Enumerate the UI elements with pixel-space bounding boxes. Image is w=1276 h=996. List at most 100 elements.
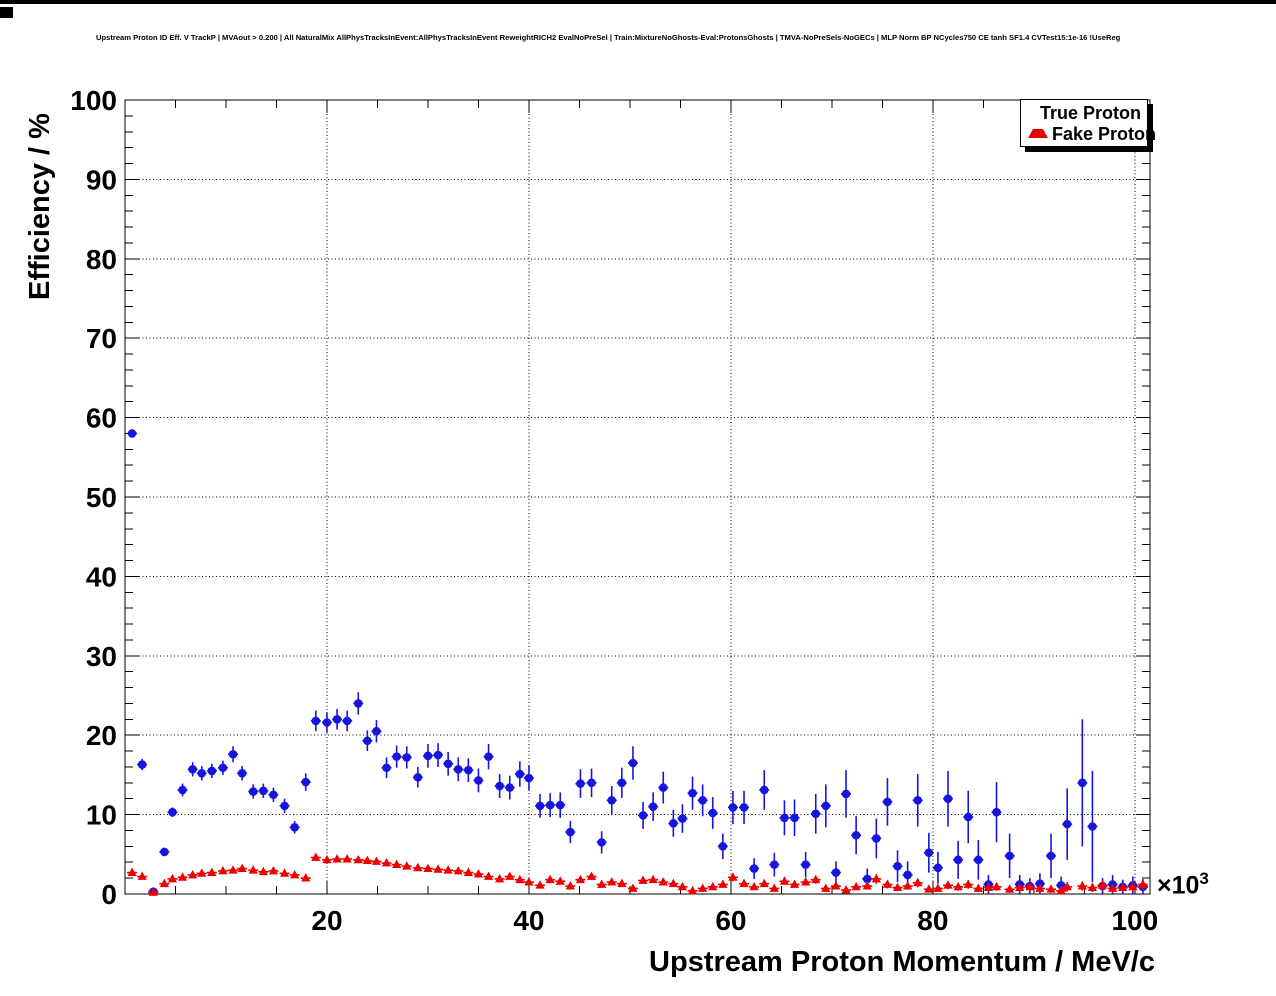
data-point-triangle <box>423 863 433 872</box>
data-point-triangle <box>322 854 332 864</box>
data-point-triangle <box>638 875 648 884</box>
data-point-triangle <box>381 858 392 867</box>
data-point-circle <box>851 830 861 840</box>
data-point-circle <box>353 699 363 708</box>
data-point-triangle <box>648 874 658 884</box>
data-point-triangle <box>973 883 983 892</box>
x-tick-label: 40 <box>513 905 544 936</box>
data-point-circle <box>290 823 299 832</box>
data-point-triangle <box>668 878 678 888</box>
data-point-triangle <box>708 881 718 891</box>
data-point-triangle <box>268 865 279 875</box>
legend-label: Fake Proton <box>1052 123 1157 144</box>
data-point-circle <box>259 786 268 796</box>
data-point-triangle <box>1138 879 1148 888</box>
data-point-triangle <box>332 854 342 863</box>
data-point-circle <box>402 753 412 762</box>
data-point-triangle <box>862 881 872 890</box>
data-point-circle <box>515 769 525 779</box>
data-point-triangle <box>301 873 311 882</box>
y-axis-title: Efficiency / % <box>24 113 56 300</box>
data-point-circle <box>831 868 841 877</box>
data-point-circle <box>197 769 207 778</box>
data-point-circle <box>708 808 718 818</box>
data-point-circle <box>669 819 678 828</box>
data-point-circle <box>658 783 668 792</box>
data-point-triangle <box>892 882 903 892</box>
data-point-circle <box>678 814 687 823</box>
y-tick-label: 20 <box>86 720 117 751</box>
y-tick-label: 40 <box>86 561 117 592</box>
data-point-triangle <box>1035 883 1045 892</box>
data-point-circle <box>453 765 463 774</box>
data-point-circle <box>903 870 912 880</box>
data-point-triangle <box>207 867 217 876</box>
data-point-triangle <box>371 856 382 865</box>
data-point-triangle <box>831 881 841 890</box>
data-point-circle <box>628 758 638 768</box>
data-point-triangle <box>617 878 627 888</box>
data-point-circle <box>943 794 953 804</box>
data-point-triangle <box>433 864 443 873</box>
data-point-triangle <box>555 876 565 885</box>
data-point-triangle <box>821 883 831 892</box>
data-point-triangle <box>903 881 913 890</box>
data-point-circle <box>933 863 943 873</box>
data-point-triangle <box>801 877 811 886</box>
data-point-circle <box>974 855 983 865</box>
triangle-icon <box>1028 129 1048 138</box>
data-point-circle <box>1062 819 1072 829</box>
data-point-circle <box>1046 851 1056 861</box>
data-point-triangle <box>913 877 923 887</box>
data-point-triangle <box>495 873 505 883</box>
x-axis-title: Upstream Proton Momentum / MeV/c <box>649 946 1155 978</box>
data-point-circle <box>566 827 575 837</box>
data-point-circle <box>739 803 749 812</box>
legend-label: True Proton <box>1040 102 1142 123</box>
data-point-triangle <box>535 880 545 889</box>
data-point-circle <box>953 855 963 865</box>
data-point-triangle <box>851 881 861 891</box>
data-point-circle <box>924 848 934 858</box>
data-point-triangle <box>197 868 207 877</box>
data-point-triangle <box>1097 880 1108 889</box>
data-point-triangle <box>983 882 994 892</box>
data-point-triangle <box>342 854 352 863</box>
data-point-circle <box>413 772 423 782</box>
data-point-circle <box>332 715 342 724</box>
data-point-circle <box>168 807 177 817</box>
data-point-circle <box>127 429 137 438</box>
data-point-circle <box>228 749 238 759</box>
data-point-circle <box>790 813 799 823</box>
data-point-triangle <box>565 881 575 890</box>
circle-icon <box>1028 109 1036 117</box>
data-point-triangle <box>943 880 953 889</box>
x-axis-multiplier: ×103 <box>1157 869 1209 900</box>
data-point-circle <box>301 777 311 787</box>
y-tick-label: 50 <box>86 482 117 513</box>
data-point-triangle <box>687 885 698 895</box>
data-point-triangle <box>1015 882 1025 892</box>
data-point-triangle <box>953 881 963 891</box>
data-point-circle <box>495 781 504 791</box>
data-point-circle <box>474 776 483 785</box>
data-point-triangle <box>505 871 515 880</box>
data-point-triangle <box>311 852 321 861</box>
data-point-triangle <box>1077 881 1087 890</box>
data-point-circle <box>160 847 169 857</box>
data-point-triangle <box>473 869 484 878</box>
plot-frame <box>124 99 1151 895</box>
data-point-circle <box>484 752 493 761</box>
data-point-triangle <box>1087 882 1098 892</box>
data-point-circle <box>342 716 352 726</box>
data-point-circle <box>862 874 872 884</box>
data-point-circle <box>218 763 228 773</box>
data-point-triangle <box>1128 881 1138 891</box>
data-point-circle <box>311 716 321 726</box>
data-point-triangle <box>237 863 247 872</box>
data-point-triangle <box>586 871 597 880</box>
data-point-triangle <box>575 874 586 884</box>
data-point-triangle <box>882 879 893 888</box>
data-point-triangle <box>628 883 638 892</box>
